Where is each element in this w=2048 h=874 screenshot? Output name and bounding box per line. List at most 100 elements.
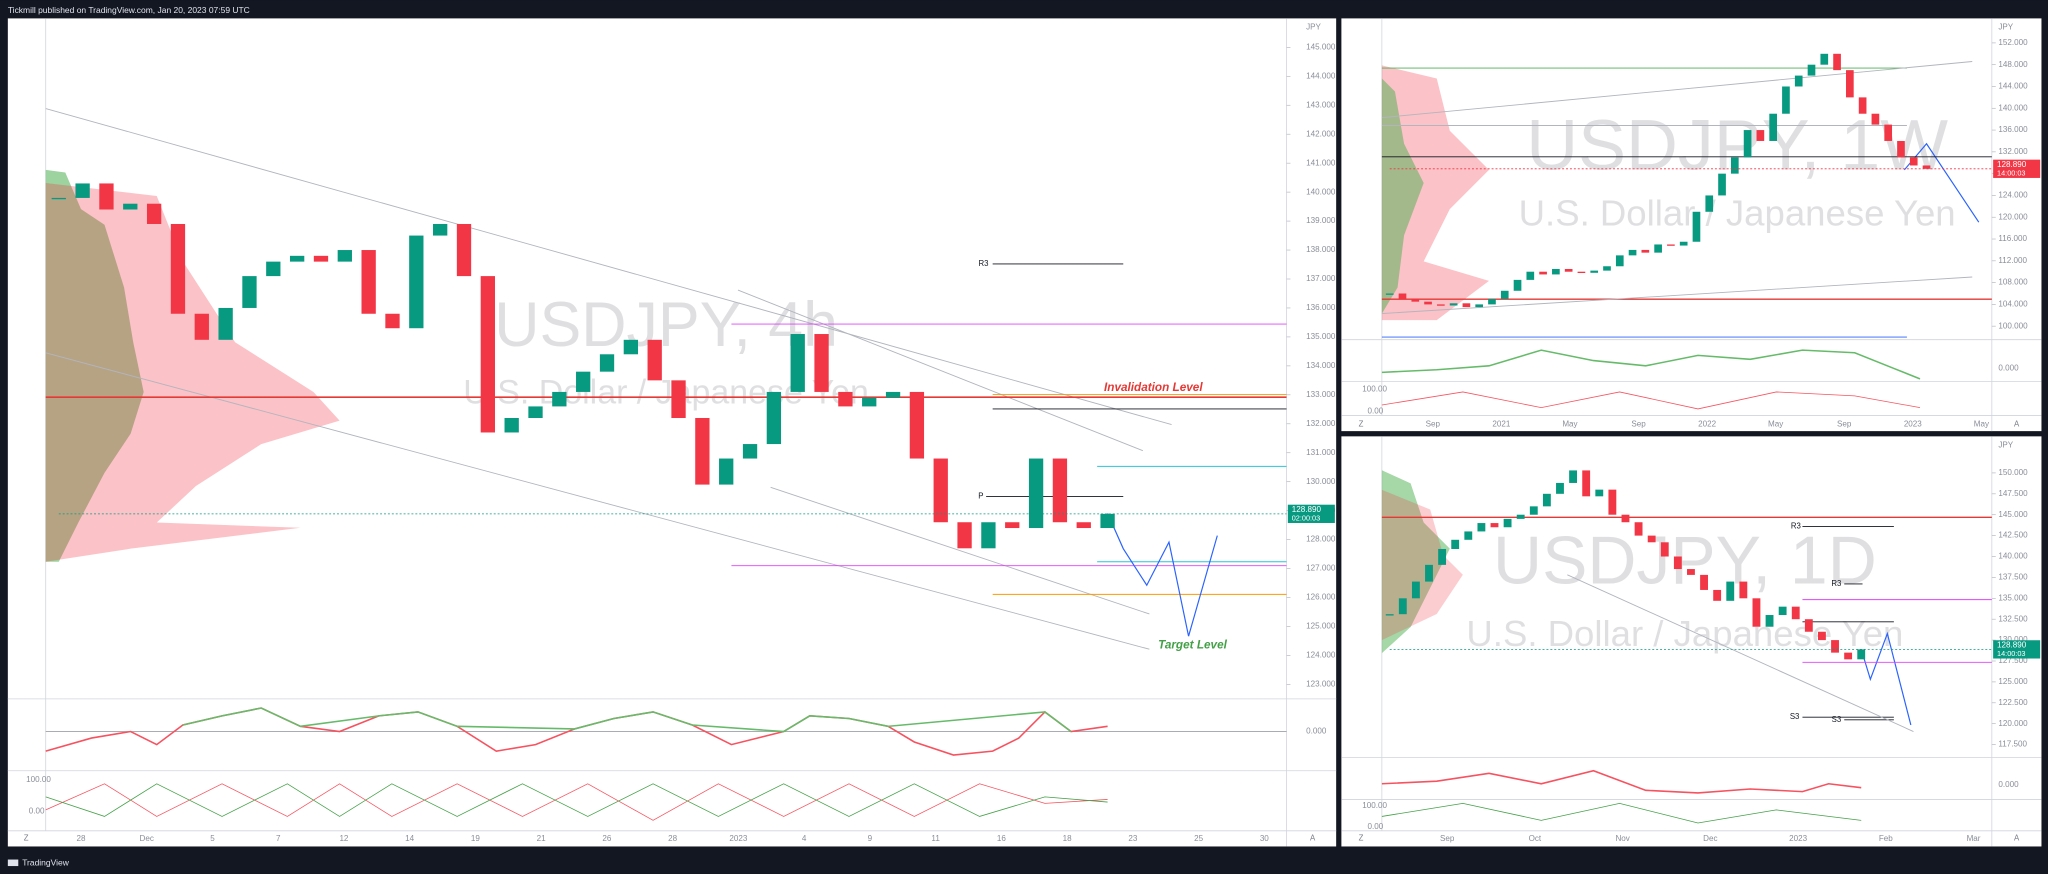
candle <box>1475 304 1484 308</box>
r3-label: R3 <box>1831 579 1842 588</box>
candle <box>1595 489 1604 497</box>
candle <box>1437 304 1445 306</box>
candle <box>552 391 567 407</box>
candle <box>1679 241 1688 246</box>
indicator-label: 100.00 <box>1362 801 1387 810</box>
watermark-subtitle: U.S. Dollar / Japanese Yen <box>1519 192 1956 233</box>
candle <box>671 380 686 418</box>
candle <box>1577 271 1586 274</box>
candle <box>1641 249 1650 253</box>
candle <box>1564 268 1573 272</box>
candle <box>1398 598 1407 615</box>
candle <box>1692 211 1701 242</box>
candle <box>647 339 662 381</box>
candle <box>456 223 472 277</box>
candle <box>1477 523 1486 532</box>
scale-button[interactable]: Z <box>1359 420 1364 429</box>
price-tick-label: 134.000 <box>1306 361 1336 370</box>
candle <box>1700 574 1708 590</box>
scale-button[interactable]: A <box>2014 834 2020 843</box>
indicator-label: 0.000 <box>1998 364 2019 373</box>
candle <box>1542 493 1551 507</box>
scale-button[interactable]: A <box>2014 420 2020 429</box>
candle <box>99 183 114 210</box>
candle <box>1438 548 1447 565</box>
price-tick-label: 124.000 <box>1306 651 1336 660</box>
countdown-label: 14:00:03 <box>1997 168 2025 177</box>
scale-button[interactable]: A <box>1310 834 1316 843</box>
weekly-panel <box>1341 18 2042 432</box>
time-label: 30 <box>1260 834 1269 843</box>
price-tick-label: 143.000 <box>1306 100 1336 109</box>
candle <box>361 250 376 314</box>
scale-button[interactable]: Z <box>1359 834 1364 843</box>
oscillator-line <box>1381 349 1921 380</box>
candle <box>1884 124 1893 141</box>
candle <box>528 406 543 418</box>
time-label: 2021 <box>1492 420 1510 429</box>
candle <box>1462 303 1471 308</box>
trend-line <box>45 108 1172 426</box>
price-tick-label: 141.000 <box>1306 158 1336 167</box>
time-label: Sep <box>1837 420 1852 429</box>
price-tick-label: 137.000 <box>1306 274 1336 283</box>
oscillator-line <box>182 707 1072 733</box>
candle <box>1503 518 1512 528</box>
candle <box>1769 113 1777 141</box>
candle <box>1667 244 1675 246</box>
candle <box>385 313 400 329</box>
candle <box>1660 542 1669 557</box>
time-label: Sep <box>1426 420 1441 429</box>
candle <box>51 197 66 200</box>
candle <box>766 391 782 445</box>
candle <box>1647 535 1656 543</box>
candle <box>123 203 138 210</box>
r3-label: R3 <box>1791 522 1802 531</box>
candle <box>146 203 162 224</box>
price-tick-label: 148.000 <box>1998 60 2028 69</box>
last-price-label: 128.890 <box>1292 505 1322 514</box>
candle <box>1713 589 1722 601</box>
price-tick-label: 120.000 <box>1998 719 2028 728</box>
price-tick-label: 142.500 <box>1998 531 2028 540</box>
time-label: Nov <box>1615 834 1630 843</box>
price-tick-label: 132.000 <box>1998 147 2028 156</box>
time-label: 4 <box>802 834 807 843</box>
candle <box>909 391 925 459</box>
brand-name[interactable]: TradingView <box>22 858 69 868</box>
candle <box>599 354 615 372</box>
price-tick-label: 145.000 <box>1998 510 2028 519</box>
time-label: 2022 <box>1698 420 1716 429</box>
candle <box>1424 301 1432 305</box>
time-label: 19 <box>471 834 480 843</box>
candle <box>1385 293 1394 295</box>
price-tick-label: 117.500 <box>1998 740 2027 749</box>
candle <box>1526 271 1535 280</box>
candle <box>1490 523 1499 528</box>
scale-button[interactable]: Z <box>24 834 29 843</box>
candle <box>1844 652 1853 660</box>
currency-label: JPY <box>1998 23 2013 32</box>
candle <box>75 183 90 198</box>
price-tick-label: 132.500 <box>1998 614 2028 623</box>
candle <box>814 334 829 392</box>
candle <box>1705 195 1714 212</box>
price-tick-label: 100.000 <box>1998 321 2028 330</box>
candle <box>1778 606 1787 616</box>
candle <box>1756 130 1765 141</box>
trend-line <box>737 289 1144 452</box>
indicator-label: 100.00 <box>1362 384 1387 393</box>
time-label: 23 <box>1128 834 1137 843</box>
candle <box>1411 298 1420 302</box>
stochastic-line <box>1381 802 1862 824</box>
price-tick-label: 139.000 <box>1306 216 1336 225</box>
pivot-label: P <box>978 491 983 500</box>
drawings <box>45 61 1992 732</box>
volume-profile <box>1381 470 1450 654</box>
candle <box>1425 564 1433 582</box>
time-label: 21 <box>537 834 546 843</box>
last-price-tag <box>1993 159 2041 178</box>
indicator-label: 0.00 <box>29 806 45 815</box>
candle <box>1590 270 1599 273</box>
candle <box>1654 244 1662 253</box>
